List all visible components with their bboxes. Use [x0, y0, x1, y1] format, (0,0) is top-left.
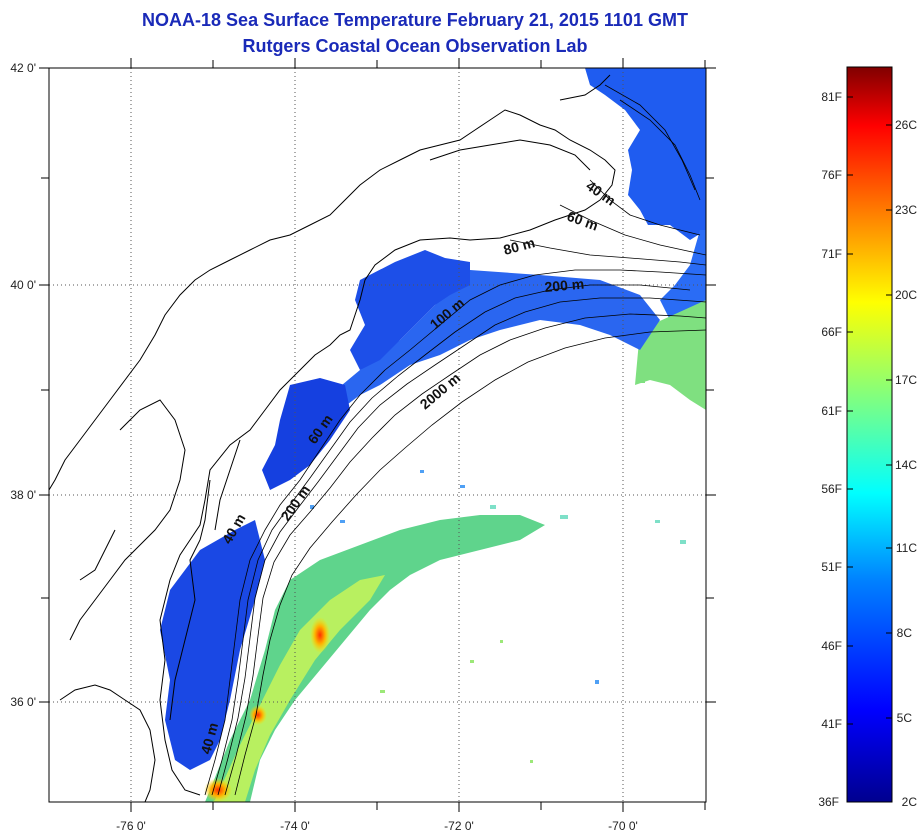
colorbar-label-61f: 61F [821, 404, 842, 418]
contour-label-40m-south: 40 m [197, 721, 221, 756]
bathymetry-contours [204, 84, 706, 796]
colorbar-label-17c: 17C [895, 373, 917, 387]
sst-warm-eddy-south [249, 705, 267, 725]
colorbar-label-51f: 51F [821, 560, 842, 574]
latitude-label-40: 40 0' [10, 278, 36, 292]
sst-region-shelf-band [330, 270, 660, 410]
colorbar-label-8c: 8C [897, 626, 913, 640]
longitude-label-70: -70 0' [608, 819, 638, 832]
coastline [49, 74, 616, 802]
colorbar-fahrenheit-labels: 81F 76F 71F 66F 61F 56F 51F 46F 41F 36F [818, 90, 842, 809]
contour-label-200m-north: 200 m [544, 276, 585, 295]
colorbar-celsius-labels: 26C 23C 20C 17C 14C 11C 8C 5C 2C [895, 118, 917, 809]
colorbar-label-11c: 11C [896, 541, 917, 555]
colorbar-label-36f: 36F [818, 795, 839, 809]
map-subtitle: Rutgers Coastal Ocean Observation Lab [242, 36, 588, 56]
map-grid [49, 68, 706, 802]
map-title: NOAA-18 Sea Surface Temperature February… [142, 10, 688, 30]
sst-region-delmarva [262, 378, 350, 490]
latitude-label-38: 38 0' [10, 488, 36, 502]
sst-region-gulf-stream [205, 515, 545, 802]
latitude-label-42: 42 0' [10, 61, 36, 75]
sst-warm-eddy [310, 617, 330, 653]
colorbar-label-76f: 76F [821, 168, 842, 182]
colorbar-label-41f: 41F [821, 717, 842, 731]
contour-label-80m: 80 m [502, 234, 537, 258]
axis-ticks [39, 58, 716, 812]
colorbar-ticks [847, 96, 892, 725]
latitude-labels: 42 0' 40 0' 38 0' 36 0' [10, 61, 36, 709]
colorbar-label-14c: 14C [895, 458, 917, 472]
longitude-labels: -76 0' -74 0' -72 0' -70 0' [116, 819, 638, 832]
colorbar-gradient [846, 66, 893, 803]
colorbar-label-23c: 23C [895, 203, 917, 217]
colorbar-label-46f: 46F [821, 639, 842, 653]
map-frame-background [49, 68, 706, 802]
latitude-label-36: 36 0' [10, 695, 36, 709]
sst-data-layer [160, 68, 706, 802]
sst-region-gulf-stream-core [212, 575, 385, 802]
sst-region-gulf-of-maine [585, 68, 706, 240]
longitude-label-74: -74 0' [280, 819, 310, 832]
longitude-label-76: -76 0' [116, 819, 146, 832]
sst-region-ny-bight [350, 250, 470, 370]
sst-region-shelf-northeast [660, 230, 706, 330]
colorbar-label-81f: 81F [821, 90, 842, 104]
colorbar-label-66f: 66F [821, 325, 842, 339]
sst-warm-eddy-hatteras [204, 778, 232, 802]
colorbar-label-2c: 2C [902, 795, 918, 809]
colorbar-label-56f: 56F [821, 482, 842, 496]
sst-region-virginia-shelf [160, 520, 265, 770]
colorbar-label-5c: 5C [897, 711, 913, 725]
colorbar-label-20c: 20C [895, 288, 917, 302]
colorbar-label-26c: 26C [895, 118, 917, 132]
colorbar: 81F 76F 71F 66F 61F 56F 51F 46F 41F 36F … [818, 66, 917, 809]
sst-scattered-pixels [310, 380, 686, 763]
longitude-label-72: -72 0' [444, 819, 474, 832]
colorbar-label-71f: 71F [821, 247, 842, 261]
